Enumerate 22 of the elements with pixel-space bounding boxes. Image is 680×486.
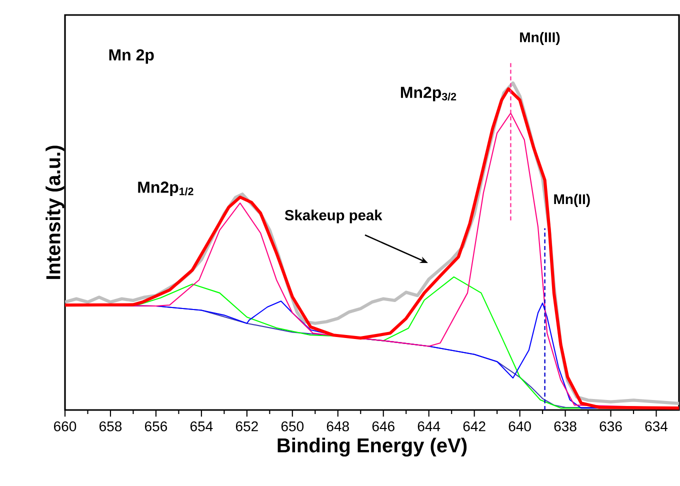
x-tick-label: 656 — [144, 421, 168, 432]
annotation: Mn2p$_{3/2}$ — [400, 86, 456, 102]
x-tick-label: 646 — [372, 421, 394, 432]
x-tick-label: 660 — [54, 421, 76, 432]
ref-line-label: Mn(III) — [520, 32, 560, 45]
ref-line-label: Mn(II) — [554, 194, 590, 207]
x-tick-label: 654 — [190, 421, 213, 432]
y-axis-title: Intensity (a.u.) — [46, 146, 64, 279]
x-tick-label: 648 — [326, 421, 349, 432]
text: Mn 2p — [109, 49, 154, 64]
x-axis-title: Binding Energy (eV) — [278, 438, 467, 457]
x-tick-label: 638 — [554, 421, 576, 432]
x-tick-label: 634 — [645, 421, 668, 432]
x-tick-label: 658 — [100, 421, 122, 432]
x-tick-label: 636 — [600, 421, 622, 432]
x-tick-label: 644 — [418, 421, 440, 432]
x-tick-label: 642 — [463, 421, 486, 432]
annotation: Skakeup peak — [284, 210, 382, 224]
annotation: Mn2p$_{1/2}$ — [138, 182, 194, 196]
x-tick-label: 652 — [236, 421, 258, 432]
x-tick-label: 650 — [281, 421, 304, 432]
x-tick-label: 640 — [508, 421, 531, 432]
